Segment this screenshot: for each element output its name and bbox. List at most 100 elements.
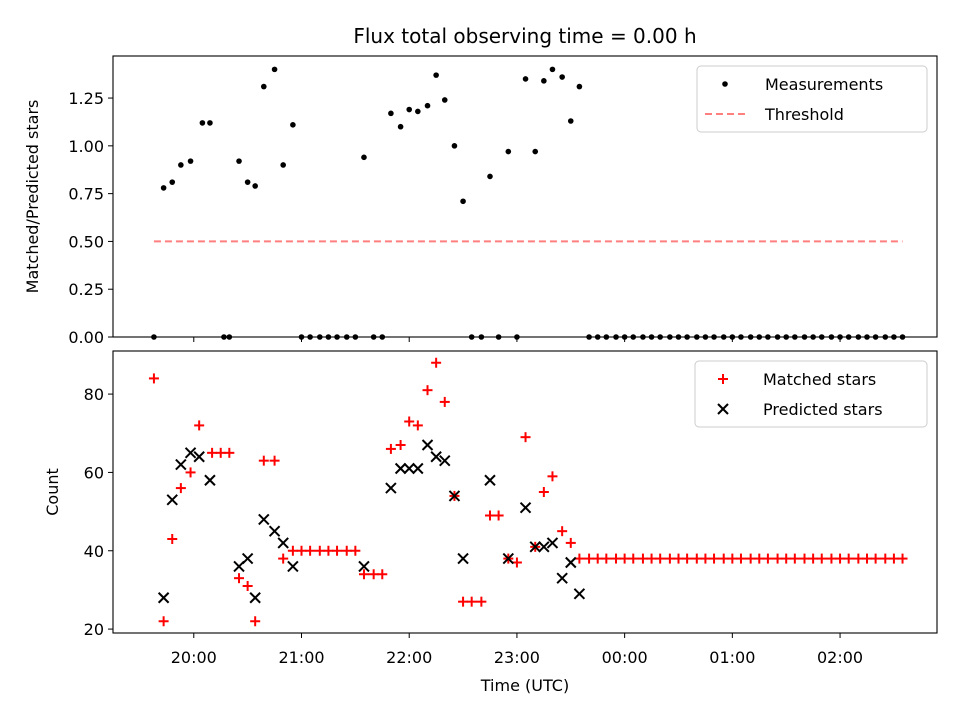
data-point xyxy=(619,553,630,564)
data-point xyxy=(458,596,469,607)
data-point xyxy=(178,162,184,168)
data-point xyxy=(727,553,738,564)
data-point xyxy=(586,334,592,340)
data-point xyxy=(422,385,433,396)
data-point xyxy=(789,553,800,564)
x-axis-label: Time (UTC) xyxy=(480,676,569,695)
data-point xyxy=(565,537,576,548)
data-point xyxy=(808,553,819,564)
data-point xyxy=(484,474,496,486)
legend-marker xyxy=(722,81,728,87)
data-point xyxy=(640,334,646,340)
data-point xyxy=(709,553,720,564)
data-point xyxy=(412,420,423,431)
data-point xyxy=(837,334,843,340)
data-point xyxy=(774,334,781,340)
data-point xyxy=(621,334,628,340)
data-point xyxy=(532,148,539,155)
data-point xyxy=(361,154,367,161)
data-point xyxy=(175,483,186,494)
data-point xyxy=(332,545,343,556)
data-point xyxy=(415,108,421,115)
data-point xyxy=(792,334,798,340)
data-point xyxy=(694,334,700,340)
legend-label: Predicted stars xyxy=(763,400,883,419)
y-tick-label: 1.00 xyxy=(68,137,104,156)
data-point xyxy=(226,334,233,340)
y-tick-label: 60 xyxy=(84,463,104,482)
data-layer xyxy=(148,357,908,627)
data-point xyxy=(801,334,808,340)
data-point xyxy=(451,143,458,149)
data-point xyxy=(298,334,305,340)
legend-box xyxy=(696,65,928,133)
data-point xyxy=(343,334,350,340)
data-point xyxy=(207,447,218,458)
data-point xyxy=(249,592,261,604)
y-tick-label: 40 xyxy=(84,542,104,561)
legend: Matched stars Predicted stars xyxy=(694,360,928,428)
data-point xyxy=(280,162,286,168)
data-point xyxy=(305,545,316,556)
data-point xyxy=(395,440,406,450)
data-point xyxy=(236,158,242,164)
data-point xyxy=(505,148,512,155)
data-point xyxy=(711,334,717,340)
data-point xyxy=(816,553,827,564)
data-point xyxy=(224,447,235,458)
data-point xyxy=(287,545,298,556)
data-point xyxy=(853,553,864,564)
data-point xyxy=(547,471,558,482)
data-point xyxy=(557,526,568,537)
data-point xyxy=(325,334,332,340)
data-point xyxy=(221,334,227,340)
data-point xyxy=(307,334,313,340)
data-point xyxy=(334,334,340,340)
data-point xyxy=(891,334,897,340)
data-point xyxy=(549,66,556,73)
x-tick-label: 01:00 xyxy=(709,648,755,667)
data-point xyxy=(187,158,194,164)
data-point xyxy=(252,183,258,189)
data-point xyxy=(522,76,529,82)
legend: Measurements Threshold xyxy=(696,65,928,133)
data-point xyxy=(573,588,586,600)
data-point xyxy=(184,447,197,459)
data-point xyxy=(882,334,889,340)
data-point xyxy=(584,553,595,564)
data-point xyxy=(166,494,178,506)
data-point xyxy=(385,482,397,494)
data-point xyxy=(611,553,622,564)
data-point xyxy=(818,334,825,340)
data-point xyxy=(368,569,379,580)
data-point xyxy=(244,179,251,185)
data-point xyxy=(242,581,253,591)
data-point xyxy=(745,553,756,564)
data-point xyxy=(412,462,424,475)
data-point xyxy=(546,537,559,549)
legend-label: Matched stars xyxy=(763,370,876,389)
data-point xyxy=(845,334,852,340)
data-point xyxy=(241,552,254,565)
data-point xyxy=(323,545,334,556)
y-tick-label: 0.75 xyxy=(68,185,104,204)
data-point xyxy=(268,525,281,537)
data-point xyxy=(175,458,187,471)
data-point xyxy=(430,451,442,463)
data-point xyxy=(637,553,648,564)
data-point xyxy=(204,474,216,486)
data-point xyxy=(843,553,854,564)
ratio-panel: 0.00 0.25 0.50 0.75 1.00 1.25 Matched/Predicte… xyxy=(23,55,938,347)
data-point xyxy=(388,110,394,117)
data-point xyxy=(655,553,666,564)
data-point xyxy=(468,334,475,340)
data-point xyxy=(352,334,359,340)
data-point xyxy=(861,553,872,564)
data-point xyxy=(772,553,783,564)
data-point xyxy=(664,553,675,564)
data-point xyxy=(826,553,837,564)
data-point xyxy=(630,334,637,340)
data-point xyxy=(296,545,307,556)
x-tick-label: 00:00 xyxy=(602,648,648,667)
data-point xyxy=(691,553,702,564)
